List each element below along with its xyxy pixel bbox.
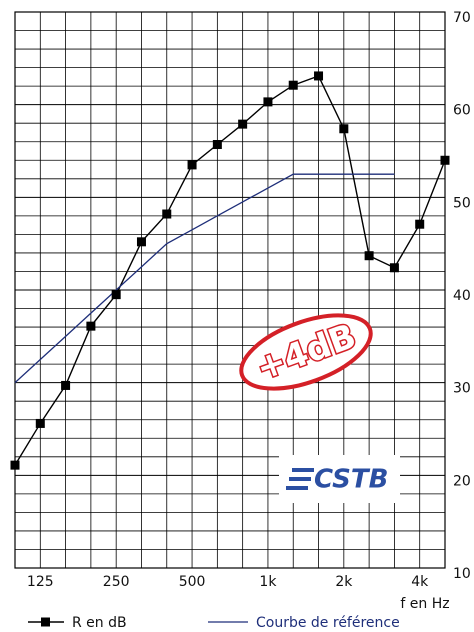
data-point: [187, 160, 197, 170]
x-axis-label: f en Hz: [400, 596, 449, 612]
legend-label: Courbe de référence: [256, 615, 400, 631]
data-point: [389, 263, 399, 273]
x-tick-label: 2k: [335, 574, 353, 590]
logo-bar: [289, 477, 311, 481]
y-tick-label: 50: [453, 195, 471, 211]
data-point: [10, 460, 20, 470]
y-tick-label: 30: [453, 381, 471, 397]
x-tick-label: 125: [27, 574, 54, 590]
logo-text: CSTB: [314, 465, 388, 495]
data-point: [415, 219, 425, 229]
x-tick-label: 250: [103, 574, 130, 590]
data-point: [162, 209, 172, 219]
stamp: +4dB: [239, 313, 373, 391]
data-point: [339, 124, 349, 134]
stamp-ellipse: [239, 313, 373, 391]
data-point: [364, 251, 374, 261]
x-tick-label: 1k: [259, 574, 277, 590]
plot-frame: [14, 11, 446, 569]
data-point: [440, 155, 450, 165]
logo: CSTB: [279, 455, 400, 503]
y-tick-label: 70: [453, 10, 471, 26]
data-point: [238, 119, 248, 129]
series-line: [14, 173, 395, 384]
logo-bar: [286, 486, 308, 490]
data-point: [61, 380, 71, 390]
data-point: [136, 237, 146, 247]
data-point: [288, 80, 298, 90]
legend-label: R en dB: [72, 615, 127, 631]
data-point: [35, 418, 45, 428]
data-point: [314, 71, 324, 81]
series-line: [14, 75, 446, 466]
data-point: [212, 140, 222, 150]
legend-marker: [41, 617, 50, 627]
data-point: [86, 321, 96, 331]
data-point: [111, 290, 121, 300]
logo-bar: [292, 468, 314, 472]
x-tick-label: 500: [179, 574, 206, 590]
data-point: [263, 97, 273, 107]
y-tick-label: 10: [453, 566, 471, 582]
x-tick-label: 4k: [411, 574, 429, 590]
y-tick-label: 60: [453, 103, 471, 119]
y-tick-label: 20: [453, 473, 471, 489]
y-tick-label: 40: [453, 288, 471, 304]
